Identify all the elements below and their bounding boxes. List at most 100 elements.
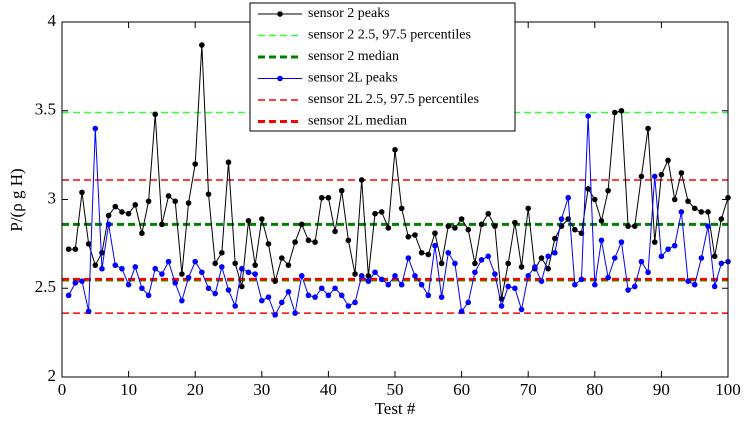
data-point	[691, 281, 698, 288]
series-line	[68, 45, 729, 299]
data-point	[665, 246, 671, 252]
data-point	[165, 258, 172, 265]
data-point	[172, 198, 179, 205]
data-point	[345, 303, 352, 309]
data-point	[611, 109, 618, 116]
data-point	[332, 285, 338, 292]
data-point	[705, 209, 711, 215]
data-point	[365, 273, 372, 279]
data-point	[671, 196, 678, 203]
data-point	[372, 210, 378, 217]
legend-label: sensor 2L 2.5, 97.5 percentiles	[308, 92, 479, 107]
data-point	[132, 264, 139, 270]
data-point	[512, 219, 518, 226]
data-point	[72, 280, 79, 286]
data-point	[285, 262, 292, 268]
data-point	[312, 239, 318, 245]
data-point	[338, 292, 345, 299]
data-point	[345, 237, 352, 244]
data-point	[352, 271, 358, 277]
data-point	[372, 269, 378, 276]
data-point	[698, 255, 705, 261]
data-point	[272, 312, 278, 318]
x-tick-label: 60	[453, 380, 470, 399]
data-point	[232, 303, 238, 309]
data-point	[259, 297, 265, 304]
series-line	[68, 116, 729, 317]
y-axis-label: P/(ρ g H)	[7, 168, 26, 231]
data-point	[318, 285, 325, 292]
data-point	[651, 239, 658, 245]
data-point	[239, 283, 245, 290]
data-point	[305, 237, 312, 244]
data-point	[532, 264, 538, 270]
data-point	[671, 242, 678, 249]
data-point	[212, 260, 218, 267]
y-tick-label: 2.5	[35, 277, 56, 296]
data-point	[265, 241, 272, 247]
data-point	[405, 255, 412, 261]
data-point	[638, 258, 645, 265]
data-point	[598, 237, 605, 244]
data-point	[492, 223, 498, 229]
data-point	[85, 241, 92, 247]
data-point	[525, 205, 531, 212]
data-point	[132, 202, 139, 208]
data-point	[412, 232, 418, 238]
data-point	[425, 251, 432, 258]
data-point	[139, 285, 145, 292]
legend-label: sensor 2 median	[308, 49, 399, 64]
data-point	[112, 203, 119, 210]
data-point	[398, 205, 405, 212]
data-point	[538, 255, 545, 261]
data-point	[398, 281, 405, 288]
data-point	[545, 265, 551, 272]
data-point	[558, 216, 565, 222]
data-point	[625, 223, 631, 229]
data-point	[438, 294, 445, 300]
data-point	[318, 194, 325, 201]
data-point	[305, 292, 312, 299]
data-point	[565, 194, 571, 201]
data-point	[445, 249, 452, 256]
data-point	[358, 273, 365, 279]
data-point	[145, 198, 152, 205]
data-point	[412, 273, 418, 279]
data-point	[418, 281, 425, 288]
legend-swatch	[277, 75, 283, 82]
x-tick-label: 10	[120, 380, 137, 399]
data-point	[432, 230, 438, 237]
y-tick-label: 2	[48, 366, 57, 385]
x-tick-label: 0	[58, 380, 67, 399]
x-tick-label: 40	[320, 380, 337, 399]
data-point	[498, 303, 505, 309]
x-tick-label: 30	[253, 380, 270, 399]
x-tick-label: 20	[187, 380, 204, 399]
data-point	[492, 271, 498, 277]
data-point	[185, 274, 192, 281]
data-point	[618, 107, 625, 114]
data-point	[298, 273, 305, 279]
y-tick-label: 3	[48, 188, 57, 207]
legend: sensor 2 peaks sensor 2 2.5, 97.5 percent…	[249, 2, 516, 132]
data-point	[485, 210, 492, 217]
data-point	[718, 260, 725, 267]
data-point	[192, 161, 198, 167]
data-point	[552, 235, 558, 242]
data-point	[245, 269, 252, 276]
data-point	[718, 216, 725, 222]
data-point	[645, 125, 651, 132]
data-point	[79, 189, 85, 196]
data-point	[512, 285, 518, 292]
data-point	[292, 310, 298, 316]
data-point	[159, 221, 165, 228]
legend-label: sensor 2L peaks	[308, 71, 398, 86]
x-tick-label: 80	[586, 380, 603, 399]
data-point	[338, 187, 345, 194]
data-point	[219, 264, 225, 270]
data-point	[225, 159, 232, 166]
data-point	[691, 205, 698, 212]
data-point	[605, 187, 611, 194]
data-point	[245, 218, 252, 224]
